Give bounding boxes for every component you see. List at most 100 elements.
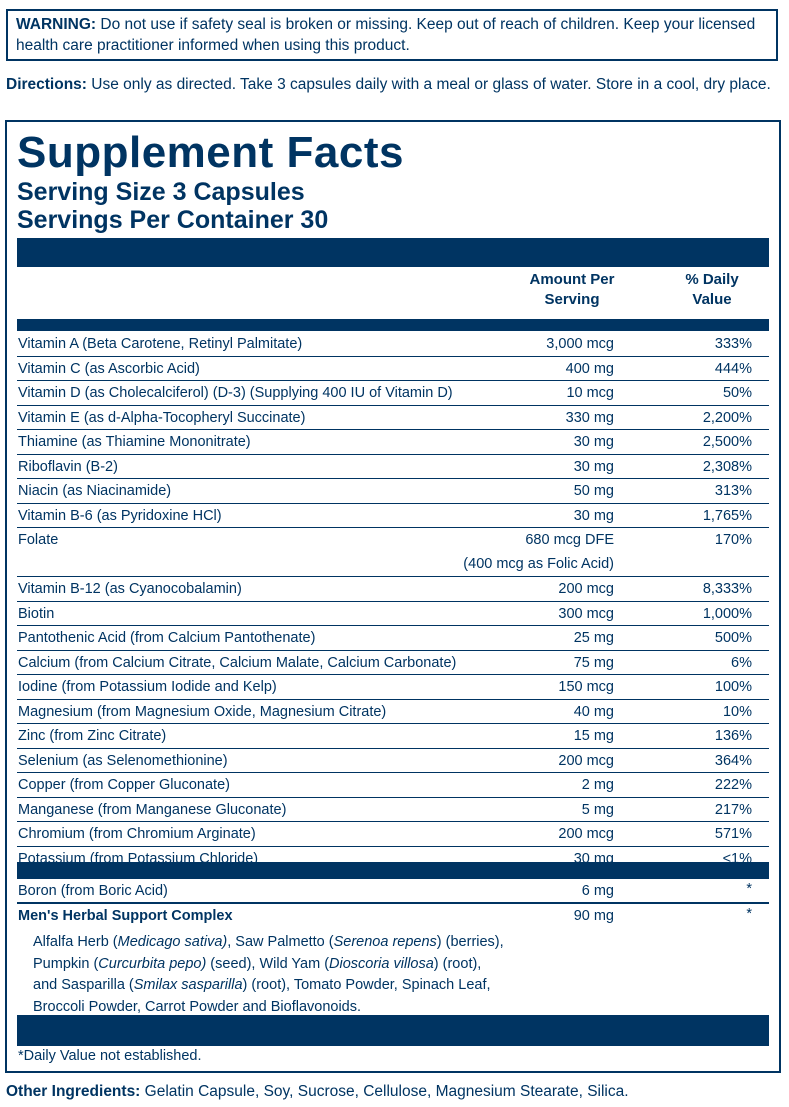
nutrient-name: Selenium (as Selenomethionine) xyxy=(18,752,228,769)
nutrient-amount: 680 mcg DFE xyxy=(525,532,614,548)
nutrient-amount: 330 mg xyxy=(565,409,614,426)
nutrient-amount: 400 mg xyxy=(565,360,614,377)
serving-size: Serving Size 3 Capsules xyxy=(17,178,305,206)
header-dv-line1: % Daily xyxy=(685,271,739,288)
table-row: Selenium (as Selenomethionine) 200 mcg 364… xyxy=(17,749,769,773)
divider-bar xyxy=(17,238,769,267)
botanical-name: Dioscoria villosa xyxy=(329,955,434,972)
nutrient-name: Pantothenic Acid (from Calcium Pantothen… xyxy=(18,630,316,646)
nutrient-dv: 50% xyxy=(722,385,752,401)
table-row: Folate 680 mcg DFE (400 mcg as Folic Acid)… xyxy=(17,528,769,577)
header-amount-line2: Serving xyxy=(544,291,600,308)
warning-label: WARNING: xyxy=(16,16,97,33)
supplement-facts-panel: Supplement Facts Serving Size 3 Capsules… xyxy=(5,120,781,1073)
nutrient-amount: 200 mcg xyxy=(558,752,614,769)
table-row: Magnesium (from Magnesium Oxide, Magnesi… xyxy=(17,700,769,724)
table-row: Iodine (from Potassium Iodide and Kelp) 1… xyxy=(17,675,769,700)
nutrient-dv: 1,000% xyxy=(702,605,752,622)
ingredient-text: Pumpkin ( xyxy=(33,955,99,972)
complex-ingredients: Alfalfa Herb (Medicago sativa), Saw Palm… xyxy=(33,932,504,1018)
directions-label: Directions: xyxy=(6,76,87,93)
nutrient-name: Niacin (as Niacinamide) xyxy=(18,483,172,499)
ingredient-text: Alfalfa Herb ( xyxy=(33,934,118,950)
botanical-name: Serenoa repens xyxy=(333,934,437,950)
table-row: Vitamin C (as Ascorbic Acid) 400 mg 444% xyxy=(17,357,769,381)
nutrient-dv: 2,500% xyxy=(702,434,752,450)
table-row: Thiamine (as Thiamine Mononitrate) 30 mg 2… xyxy=(17,430,769,455)
ingredient-text: ) (root), Tomato Powder, Spinach Leaf, xyxy=(242,977,491,993)
warning-box: WARNING: Do not use if safety seal is br… xyxy=(6,9,778,61)
divider-bar xyxy=(17,862,769,879)
nutrient-name: Magnesium (from Magnesium Oxide, Magnesi… xyxy=(18,703,387,720)
nutrient-dv: 10% xyxy=(722,703,752,720)
table-row: Vitamin A (Beta Carotene, Retinyl Palmit… xyxy=(17,332,769,357)
directions: Directions: Use only as directed. Take 3… xyxy=(6,74,782,95)
nutrient-dv: 313% xyxy=(714,483,752,499)
divider-bar xyxy=(17,1015,769,1046)
nutrient-name: Vitamin B-12 (as Cyanocobalamin) xyxy=(18,581,242,597)
nutrient-amount: 200 mcg xyxy=(558,826,614,842)
table-row: Chromium (from Chromium Arginate) 200 mcg… xyxy=(17,822,769,847)
nutrient-amount-note: (400 mcg as Folic Acid) xyxy=(463,556,614,572)
nutrient-name: Zinc (from Zinc Citrate) xyxy=(18,728,167,744)
table-row: Pantothenic Acid (from Calcium Pantothen… xyxy=(17,626,769,651)
table-row: Copper (from Copper Gluconate) 2 mg 222% xyxy=(17,773,769,798)
header-dv-line2: Value xyxy=(692,291,732,308)
nutrient-name: Vitamin A (Beta Carotene, Retinyl Palmit… xyxy=(18,336,303,352)
nutrient-name: Copper (from Copper Gluconate) xyxy=(18,777,230,793)
other-text: Gelatin Capsule, Soy, Sucrose, Cellulose… xyxy=(140,1083,629,1100)
nutrient-amount: 3,000 mcg xyxy=(546,336,614,352)
header-amount-line1: Amount Per xyxy=(529,271,615,288)
botanical-name: Curcurbita pepo) xyxy=(98,955,207,972)
nutrient-dv: 500% xyxy=(714,630,752,646)
warning-text: Do not use if safety seal is broken or m… xyxy=(16,16,756,54)
nutrient-dv: 217% xyxy=(714,801,752,818)
nutrient-dv: 136% xyxy=(714,728,752,744)
ingredient-text: Broccoli Powder, Carrot Powder and Biofl… xyxy=(33,998,362,1015)
nutrient-name: Biotin xyxy=(18,605,55,622)
nutrient-amount: 30 mg xyxy=(573,434,614,450)
table-row: Niacin (as Niacinamide) 50 mg 313% xyxy=(17,479,769,504)
nutrient-name: Riboflavin (B-2) xyxy=(18,458,118,475)
other-label: Other Ingredients: xyxy=(6,1083,141,1100)
nutrient-amount: 6 mg xyxy=(581,883,614,899)
directions-text: Use only as directed. Take 3 capsules da… xyxy=(86,76,771,93)
nutrient-dv: 100% xyxy=(714,679,752,695)
table-row: Vitamin B-12 (as Cyanocobalamin) 200 mcg 8… xyxy=(17,577,769,602)
nutrient-dv: 1,765% xyxy=(702,507,752,524)
nutrient-name: Chromium (from Chromium Arginate) xyxy=(18,826,256,842)
nutrient-amount: 15 mg xyxy=(573,728,614,744)
table-row: Manganese (from Manganese Gluconate) 5 mg… xyxy=(17,798,769,822)
nutrient-amount: 40 mg xyxy=(573,703,614,720)
nutrient-name: Vitamin C (as Ascorbic Acid) xyxy=(18,360,200,377)
table-row: Zinc (from Zinc Citrate) 15 mg 136% xyxy=(17,724,769,749)
nutrient-name: Iodine (from Potassium Iodide and Kelp) xyxy=(18,679,277,695)
nutrient-name: Manganese (from Manganese Gluconate) xyxy=(18,801,287,818)
nutrient-amount: 30 mg xyxy=(573,458,614,475)
nutrient-amount: 75 mg xyxy=(573,654,614,671)
nutrient-dv: 8,333% xyxy=(702,581,752,597)
complex-name: Men's Herbal Support Complex xyxy=(18,908,233,924)
ingredient-text: , Saw Palmetto ( xyxy=(227,934,334,950)
table-row: Riboflavin (B-2) 30 mg 2,308% xyxy=(17,455,769,479)
header-dv: % Daily Value xyxy=(667,270,757,310)
nutrient-name: Thiamine (as Thiamine Mononitrate) xyxy=(18,434,251,450)
table-row: Biotin 300 mcg 1,000% xyxy=(17,602,769,626)
table-row: Vitamin E (as d-Alpha-Tocopheryl Succina… xyxy=(17,406,769,430)
nutrient-dv: 333% xyxy=(714,336,752,352)
nutrient-amount: 200 mcg xyxy=(558,581,614,597)
nutrient-name: Calcium (from Calcium Citrate, Calcium M… xyxy=(18,654,457,671)
ingredient-text: and Sasparilla ( xyxy=(33,977,134,993)
divider-bar xyxy=(17,319,769,331)
nutrient-name: Vitamin B-6 (as Pyridoxine HCl) xyxy=(18,507,222,524)
nutrient-name: Boron (from Boric Acid) xyxy=(18,883,168,899)
complex-dv: * xyxy=(746,906,752,922)
nutrient-dv: 2,308% xyxy=(702,458,752,475)
nutrient-amount: 50 mg xyxy=(573,483,614,499)
facts-title: Supplement Facts xyxy=(17,128,404,177)
servings-per-container: Servings Per Container 30 xyxy=(17,206,329,234)
nutrient-amount: 25 mg xyxy=(573,630,614,646)
nutrient-amount: 300 mcg xyxy=(558,605,614,622)
nutrient-dv: 444% xyxy=(714,360,752,377)
ingredient-text: (seed), Wild Yam ( xyxy=(206,955,330,972)
